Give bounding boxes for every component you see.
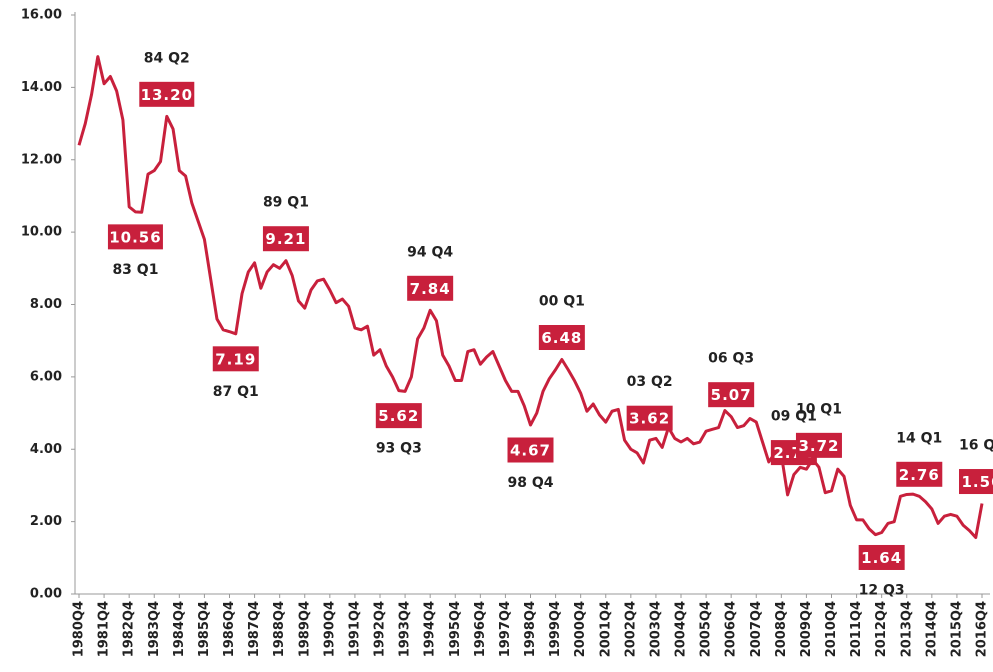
value-label: 6.48 <box>541 329 582 347</box>
period-label: 09 Q1 <box>771 409 817 425</box>
x-tick-label: 1990Q4 <box>322 601 337 657</box>
value-label-box <box>858 544 905 570</box>
x-tick-label: 2005Q4 <box>699 601 714 657</box>
x-tick-label: 1996Q4 <box>473 601 488 657</box>
y-tick-label: 14.00 <box>21 80 62 95</box>
x-tick-label: 2010Q4 <box>824 601 839 657</box>
x-tick-label: 2014Q4 <box>924 601 939 657</box>
period-label: 93 Q3 <box>376 441 422 457</box>
x-tick-label: 1999Q4 <box>548 601 563 657</box>
period-label: 00 Q1 <box>539 294 585 310</box>
x-tick-label: 2015Q4 <box>949 601 964 657</box>
period-label: 14 Q1 <box>896 430 942 446</box>
period-label: 98 Q4 <box>508 475 554 491</box>
x-tick-label: 1993Q4 <box>398 601 413 657</box>
value-label: 1.56 <box>961 473 993 491</box>
value-label: 1.64 <box>861 549 902 567</box>
value-label: 2.76 <box>899 466 940 484</box>
x-tick-label: 2000Q4 <box>573 601 588 657</box>
x-tick-label: 1982Q4 <box>122 601 137 657</box>
x-tick-label: 2008Q4 <box>774 601 789 657</box>
value-label: 5.62 <box>378 407 419 425</box>
x-tick-label: 2001Q4 <box>598 601 613 657</box>
x-tick-label: 1995Q4 <box>448 601 463 657</box>
value-label: 5.07 <box>711 386 752 404</box>
period-label: 84 Q2 <box>144 50 190 66</box>
x-tick-label: 2016Q4 <box>975 601 990 657</box>
value-label-box <box>262 226 309 252</box>
x-tick-label: 2003Q4 <box>648 601 663 657</box>
x-tick-label: 1980Q4 <box>72 601 87 657</box>
y-tick-label: 2.00 <box>30 514 62 529</box>
value-label-box <box>212 346 259 372</box>
x-tick-label: 1994Q4 <box>423 601 438 657</box>
y-tick-label: 8.00 <box>30 297 62 312</box>
x-tick-label: 2011Q4 <box>849 601 864 657</box>
y-tick-label: 4.00 <box>30 442 62 457</box>
value-label-box <box>896 461 943 487</box>
y-tick-label: 0.00 <box>30 587 62 602</box>
value-label: 7.84 <box>410 280 451 298</box>
x-tick-label: 1987Q4 <box>247 601 262 657</box>
period-label: 06 Q3 <box>708 351 754 367</box>
x-tick-label: 2007Q4 <box>749 601 764 657</box>
value-label-box <box>708 382 755 408</box>
value-label: 13.20 <box>141 86 193 104</box>
period-label: 12 Q3 <box>859 582 905 598</box>
period-label: 03 Q2 <box>627 374 673 390</box>
x-tick-label: 2006Q4 <box>724 601 739 657</box>
y-tick-label: 12.00 <box>21 152 62 167</box>
value-label-box <box>795 432 842 458</box>
line <box>77 55 984 540</box>
x-tick-label: 1998Q4 <box>523 601 538 657</box>
x-tick-label: 1986Q4 <box>222 601 237 657</box>
value-label-box <box>507 437 554 463</box>
x-tick-label: 1997Q4 <box>498 601 513 657</box>
x-tick-label: 2012Q4 <box>874 601 889 657</box>
value-label: 4.67 <box>510 442 551 460</box>
value-label: 7.19 <box>215 350 256 368</box>
x-tick-label: 1984Q4 <box>172 601 187 657</box>
y-tick-label: 10.00 <box>21 225 62 240</box>
x-tick-label: 1988Q4 <box>272 601 287 657</box>
value-label-box <box>107 224 163 250</box>
value-label-box <box>375 403 422 429</box>
x-tick-label: 1981Q4 <box>97 601 112 657</box>
value-label-box <box>959 469 993 495</box>
x-tick-label: 1985Q4 <box>197 601 212 657</box>
period-label: 94 Q4 <box>407 244 453 260</box>
period-label: 83 Q1 <box>112 262 158 278</box>
value-label-box <box>407 275 454 301</box>
y-tick-label: 6.00 <box>30 369 62 384</box>
x-tick-label: 2009Q4 <box>799 601 814 657</box>
value-label-box <box>538 325 585 351</box>
value-label-box <box>626 405 673 431</box>
x-tick-label: 1983Q4 <box>147 601 162 657</box>
value-label: 10.56 <box>109 228 161 246</box>
x-tick-label: 2013Q4 <box>899 601 914 657</box>
value-label: 3.72 <box>798 437 839 455</box>
value-label-box <box>139 81 195 107</box>
period-label: 16 Q3 <box>959 438 993 454</box>
x-tick-label: 1992Q4 <box>373 601 388 657</box>
period-label: 87 Q1 <box>213 384 259 400</box>
value-label: 3.62 <box>629 410 670 428</box>
period-label: 89 Q1 <box>263 195 309 211</box>
x-tick-label: 2002Q4 <box>623 601 638 657</box>
x-tick-label: 1989Q4 <box>297 601 312 657</box>
value-label: 9.21 <box>265 230 306 248</box>
y-tick-label: 16.00 <box>21 8 62 23</box>
x-tick-label: 1991Q4 <box>347 601 362 657</box>
period-label: 10 Q1 <box>796 401 842 417</box>
x-tick-label: 2004Q4 <box>674 601 689 657</box>
